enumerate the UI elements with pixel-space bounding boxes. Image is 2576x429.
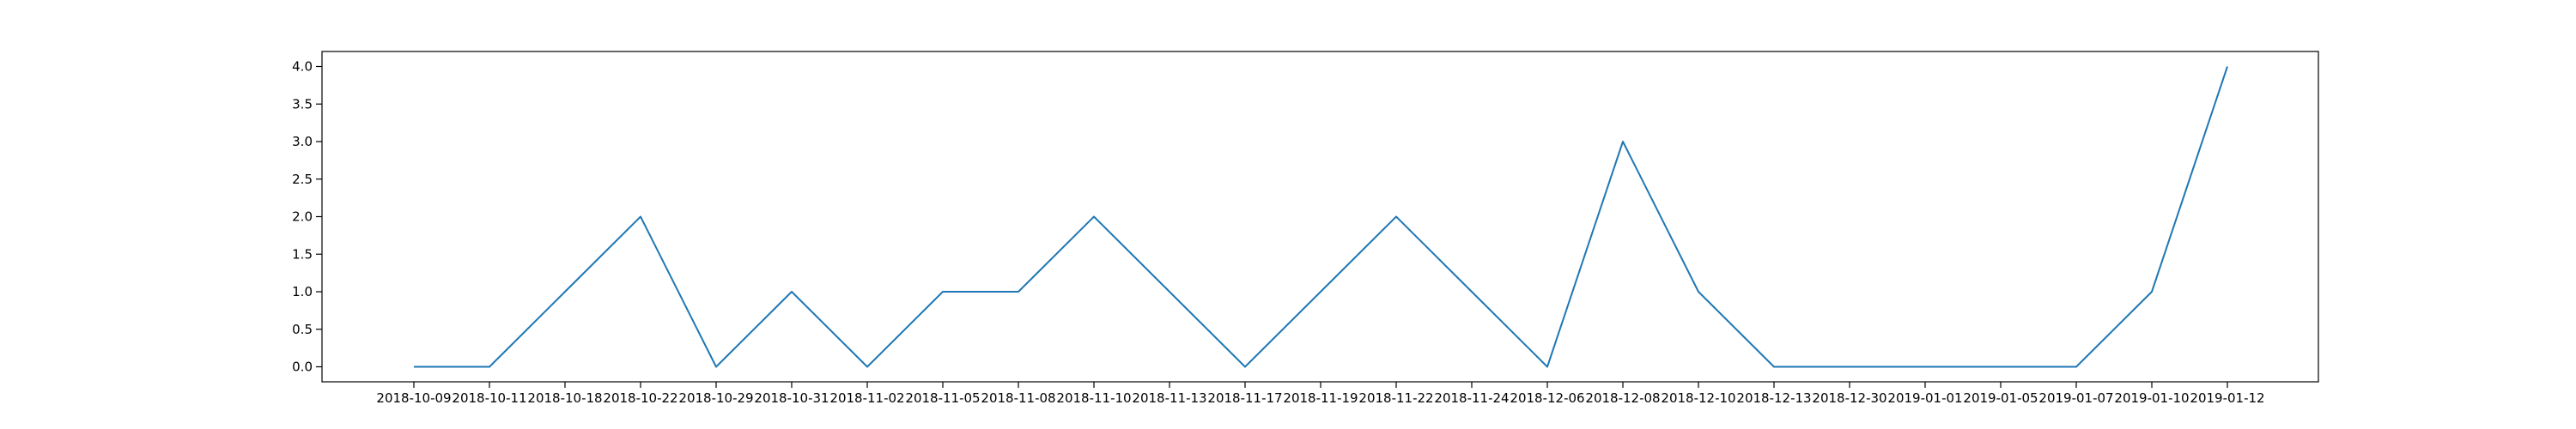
x-tick-label: 2019-01-10 xyxy=(2114,390,2189,406)
y-tick-label: 2.0 xyxy=(292,209,313,225)
x-tick-label: 2018-12-30 xyxy=(1812,390,1886,406)
x-tick-label: 2018-11-17 xyxy=(1207,390,1282,406)
x-tick-label: 2018-10-31 xyxy=(754,390,829,406)
x-tick-label: 2018-10-11 xyxy=(452,390,526,406)
y-tick-label: 3.0 xyxy=(292,134,313,149)
x-tick-label: 2018-12-06 xyxy=(1510,390,1584,406)
x-tick-label: 2018-11-13 xyxy=(1132,390,1206,406)
x-tick-label: 2018-11-05 xyxy=(905,390,980,406)
y-tick-label: 3.5 xyxy=(292,96,313,112)
x-tick-label: 2019-01-07 xyxy=(2038,390,2113,406)
x-tick-label: 2018-11-24 xyxy=(1434,390,1509,406)
x-tick-label: 2018-12-10 xyxy=(1661,390,1735,406)
x-tick-label: 2018-10-09 xyxy=(376,390,451,406)
x-tick-label: 2018-12-08 xyxy=(1585,390,1660,406)
x-axis-ticks: 2018-10-09 2018-10-11 2018-10-18 2018-10-22… xyxy=(376,382,2265,406)
x-tick-label: 2018-10-18 xyxy=(527,390,602,406)
y-axis-ticks: 0.0 0.5 1.0 1.5 2.0 2.5 3.0 3.5 4.0 xyxy=(292,59,322,375)
x-tick-label: 2018-11-10 xyxy=(1056,390,1131,406)
x-tick-label: 2019-01-01 xyxy=(1887,390,1962,406)
x-tick-label: 2018-11-19 xyxy=(1283,390,1358,406)
x-tick-label: 2019-01-12 xyxy=(2190,390,2264,406)
series-layer xyxy=(413,66,2228,368)
y-tick-label: 1.5 xyxy=(292,246,313,262)
x-tick-label: 2018-11-22 xyxy=(1358,390,1433,406)
y-tick-label: 0.5 xyxy=(292,322,313,337)
x-tick-label: 2018-10-22 xyxy=(603,390,677,406)
x-tick-label: 2018-11-02 xyxy=(829,390,904,406)
x-tick-label: 2019-01-05 xyxy=(1963,390,2038,406)
plot-frame xyxy=(321,51,2319,383)
y-tick-label: 4.0 xyxy=(292,59,313,75)
x-tick-label: 2018-10-29 xyxy=(678,390,753,406)
y-tick-label: 1.0 xyxy=(292,284,313,299)
y-tick-label: 2.5 xyxy=(292,172,313,187)
series-line xyxy=(414,66,2228,368)
x-tick-label: 2018-11-08 xyxy=(981,390,1055,406)
x-tick-label: 2018-12-13 xyxy=(1736,390,1811,406)
y-tick-label: 0.0 xyxy=(292,360,313,375)
